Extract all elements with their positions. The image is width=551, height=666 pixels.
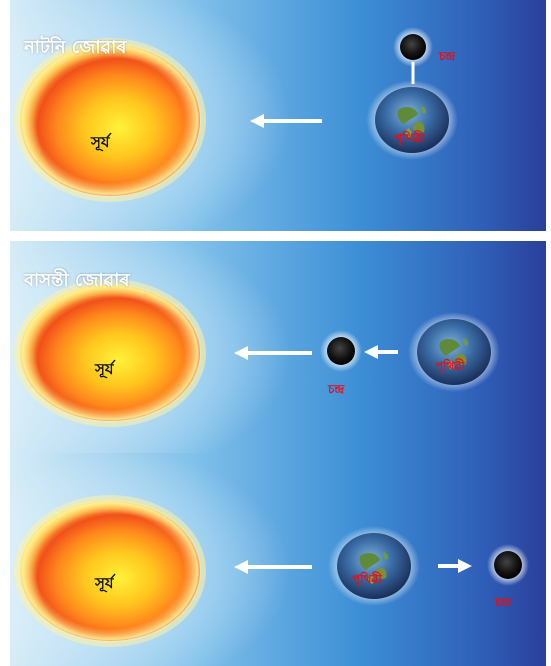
sun-label: সূৰ্য [95,360,114,378]
earth-label: পৃথিৱী [394,131,424,145]
panel-title: নাটনি জোৱাৰ [24,37,127,58]
arrow-earth-to-moon [438,559,472,573]
moon [320,330,362,372]
panel-title: বাসন্তী জোৱাৰ [24,270,130,291]
arrow-to-sun [234,346,312,360]
arrow-to-sun [250,114,322,128]
moon [393,27,433,67]
earth [328,526,420,606]
sun-label: সূৰ্য [91,133,110,151]
moon [487,544,529,586]
panel-spring-tide-new-moon: বাসন্তী জোৱাৰ সূৰ্য পৃথিৱী চন্দ্ৰ [10,241,546,453]
moon-label: চন্দ্ৰ [328,382,345,396]
sun-label: সূৰ্য [95,574,114,592]
sun [14,495,206,647]
panel-scene [14,279,500,427]
sun [14,38,206,202]
panel-spring-tide-full-moon: সূৰ্য পৃথিৱী চন্দ্ৰ [10,453,546,666]
arrow-earth-to-moon [364,345,398,359]
moon-label: চন্দ্ৰ [495,595,512,609]
panel-neap-tide: নাটনি জোৱাৰ সূৰ্য পৃথিৱী চন্দ্ৰ [10,0,546,231]
earth [366,80,458,160]
earth-label: পৃথিৱী [352,572,382,586]
earth [408,312,500,392]
arrow-to-sun [234,560,312,574]
sun [14,279,206,427]
moon-label: চন্দ্ৰ [439,49,456,63]
panel-scene [14,27,458,202]
earth-label: পৃথিৱী [435,359,465,373]
panel-scene [14,495,529,647]
